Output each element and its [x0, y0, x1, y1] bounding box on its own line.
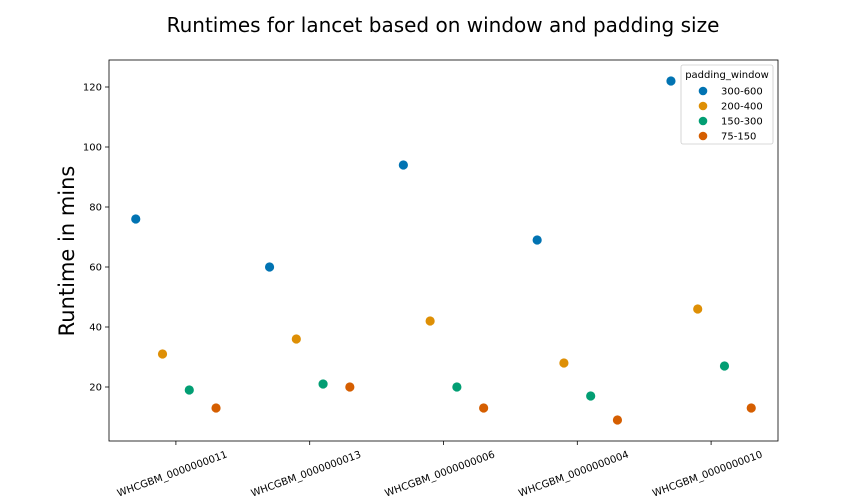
x-tick-label: WHCGBM_0000000011 [116, 449, 229, 499]
data-point-300-600-WHCGBM_0000000004 [532, 235, 542, 245]
chart-title: Runtimes for lancet based on window and … [167, 13, 720, 37]
y-axis-label: Runtime in mins [55, 166, 79, 337]
data-point-300-600-WHCGBM_0000000010 [666, 76, 676, 86]
data-point-200-400-WHCGBM_0000000013 [291, 334, 301, 344]
y-tick-label: 20 [89, 383, 102, 394]
data-point-75-150-WHCGBM_0000000011 [211, 403, 221, 413]
legend-items: 300-600 200-400 150-300 75-150 [698, 86, 763, 143]
x-tick-label: WHCGBM_0000000013 [250, 449, 363, 499]
data-point-200-400-WHCGBM_0000000006 [425, 316, 435, 326]
plot-area [108, 59, 779, 442]
legend-label: 300-600 [721, 87, 763, 98]
legend-title: padding_window [685, 70, 769, 81]
legend-label: 150-300 [721, 117, 763, 128]
data-point-200-400-WHCGBM_0000000011 [157, 349, 168, 359]
y-tick-label: 100 [83, 143, 102, 154]
legend-marker [698, 101, 708, 111]
legend-marker [698, 116, 708, 126]
legend-label: 75-150 [721, 132, 756, 143]
data-point-150-300-WHCGBM_0000000010 [719, 361, 730, 371]
data-point-150-300-WHCGBM_0000000013 [318, 379, 328, 389]
y-axis-ticks: 20 40 60 80 100 120 [83, 83, 109, 394]
x-tick-label: WHCGBM_0000000006 [384, 449, 497, 499]
data-point-75-150-WHCGBM_0000000004 [612, 415, 623, 425]
data-points [131, 76, 756, 425]
x-axis-ticks: WHCGBM_0000000011 WHCGBM_0000000013 WHCGBM… [116, 441, 764, 500]
data-point-200-400-WHCGBM_0000000010 [693, 304, 703, 314]
data-point-300-600-WHCGBM_0000000006 [398, 160, 408, 170]
data-point-150-300-WHCGBM_0000000004 [586, 391, 596, 401]
data-point-150-300-WHCGBM_0000000011 [184, 385, 194, 395]
y-tick-label: 120 [83, 83, 102, 94]
y-tick-label: 40 [89, 323, 102, 334]
data-point-75-150-WHCGBM_0000000013 [345, 382, 355, 392]
data-point-150-300-WHCGBM_0000000006 [452, 382, 462, 392]
legend-marker [698, 131, 708, 141]
y-tick-label: 60 [89, 263, 102, 274]
legend-marker [698, 86, 708, 96]
legend-label: 200-400 [721, 102, 763, 113]
data-point-75-150-WHCGBM_0000000006 [479, 403, 489, 413]
data-point-300-600-WHCGBM_0000000013 [264, 262, 275, 272]
y-tick-label: 80 [89, 203, 102, 214]
data-point-75-150-WHCGBM_0000000010 [746, 403, 756, 413]
x-tick-label: WHCGBM_0000000010 [651, 449, 764, 499]
legend: padding_window 300-600 200-400 150-300 75-1… [680, 64, 774, 145]
x-tick-label: WHCGBM_0000000004 [517, 449, 630, 499]
data-point-300-600-WHCGBM_0000000011 [131, 214, 141, 224]
data-point-200-400-WHCGBM_0000000004 [559, 358, 569, 368]
